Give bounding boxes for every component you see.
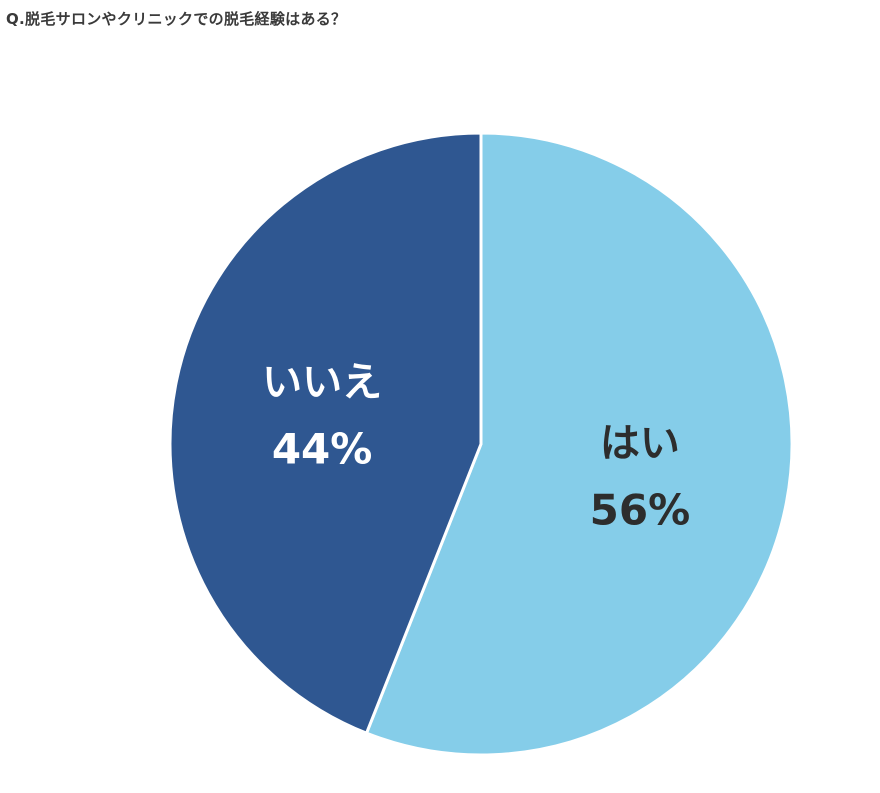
pie-labels: はい 56% いいえ 44% [262, 360, 690, 535]
slice-label-yes: はい [600, 420, 680, 466]
slice-value-label-yes: 56% [590, 485, 691, 534]
slice-value-label-no: 44% [272, 425, 373, 474]
pie-slice-no [168, 131, 483, 735]
chart-title: Q.脱毛サロンやクリニックでの脱毛経験はある？ [6, 10, 347, 28]
pie-slices [168, 131, 794, 757]
slice-label-no: いいえ [262, 360, 382, 406]
pie-slice-yes [365, 131, 794, 757]
